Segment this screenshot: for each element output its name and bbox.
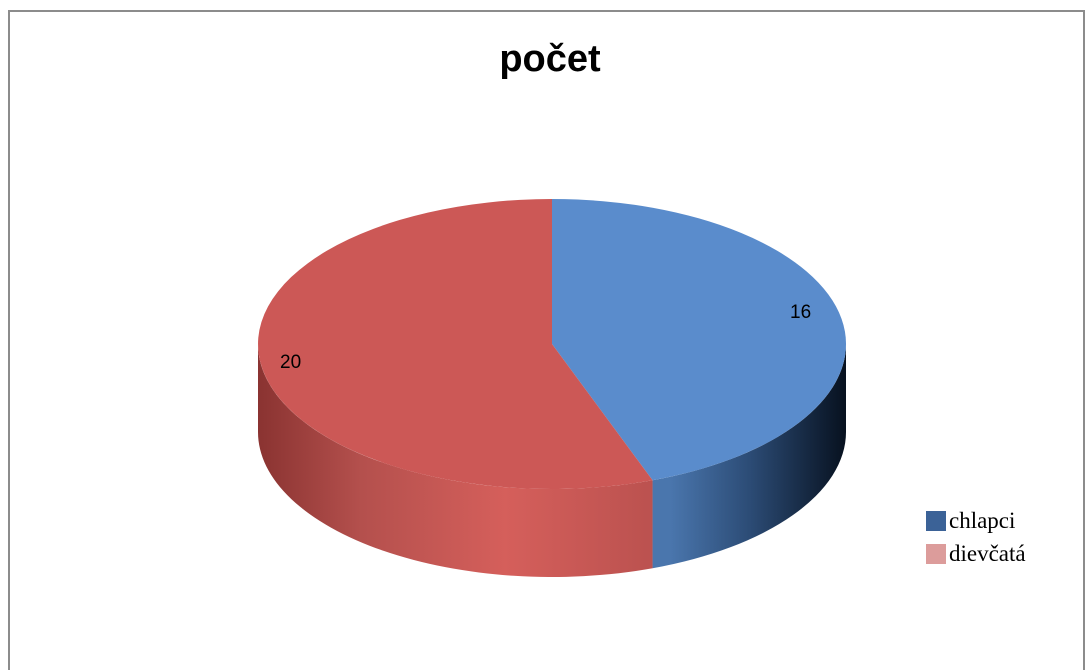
data-label-dievcata: 20 xyxy=(280,352,301,374)
data-label-chlapci: 16 xyxy=(790,302,811,324)
legend-item-dievcata: dievčatá xyxy=(926,537,1026,570)
legend-label-chlapci: chlapci xyxy=(949,508,1015,534)
legend-swatch-dievcata xyxy=(926,544,946,564)
pie-chart xyxy=(0,0,1086,653)
legend: chlapci dievčatá xyxy=(926,504,1026,570)
legend-label-dievcata: dievčatá xyxy=(949,541,1026,567)
legend-swatch-chlapci xyxy=(926,511,946,531)
legend-item-chlapci: chlapci xyxy=(926,504,1026,537)
